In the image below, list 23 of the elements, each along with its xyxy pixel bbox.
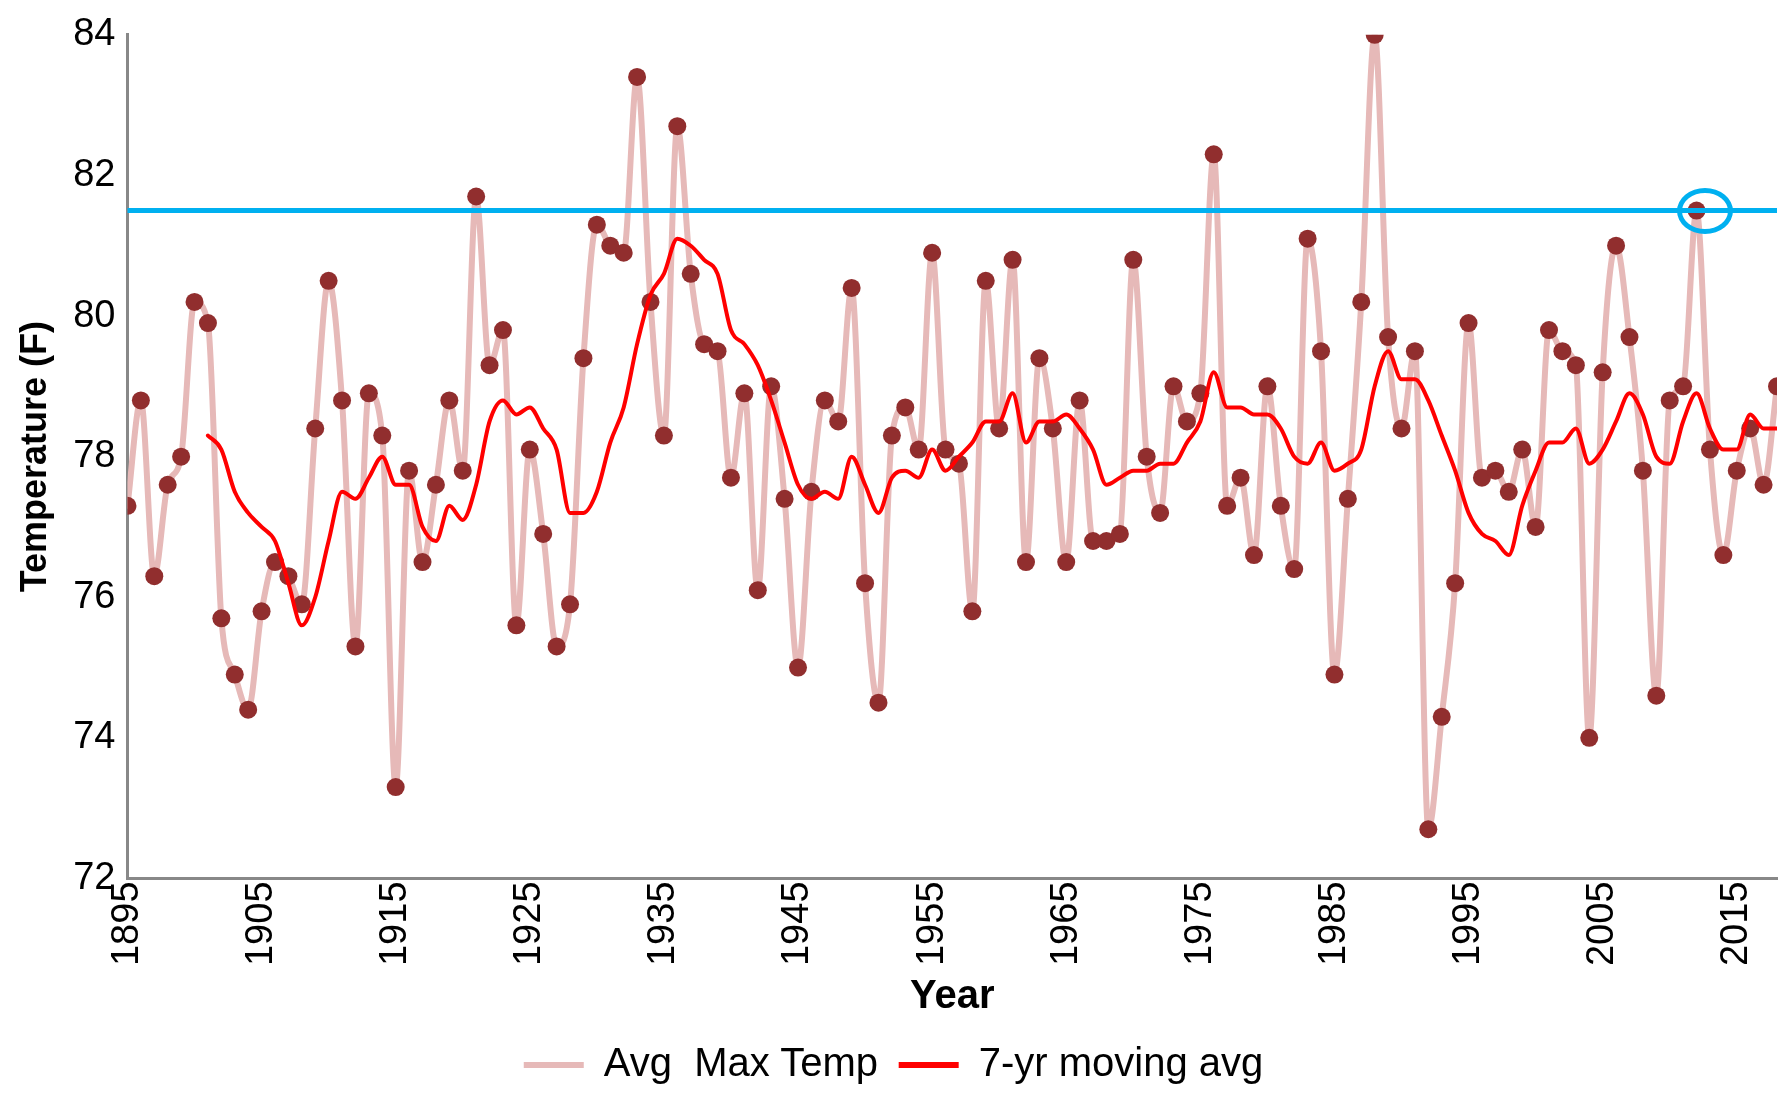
y-tick-label: 76 [73,573,116,616]
x-tick-label: 1995 [1445,881,1488,967]
x-tick-label: 1985 [1310,881,1353,967]
x-tick-label: 1975 [1176,881,1219,967]
x-tick-label: 1945 [774,881,817,967]
x-tick-label: 1905 [238,881,281,967]
x-tick-label: 1935 [640,881,683,967]
line-series [205,236,1777,628]
x-axis-title: Year [909,972,995,1017]
y-tick-label: 78 [73,433,116,476]
y-tick-label: 80 [73,292,116,335]
x-tick-label: 2005 [1579,881,1622,967]
y-axis-title: Temperature (F) [12,320,54,593]
y-tick-label: 84 [73,11,116,54]
x-tick-label: 1915 [372,881,415,967]
x-tick-label: 2015 [1713,881,1756,967]
x-tick-label: 1925 [506,881,549,967]
x-tick-label: 1965 [1042,881,1085,967]
y-tick-label: 82 [73,151,116,194]
y-tick-label: 74 [73,714,116,757]
x-tick-label: 1955 [908,881,951,967]
legend-label: Avg Max Temp [603,1040,878,1085]
legend-label: 7-yr moving avg [978,1040,1264,1085]
